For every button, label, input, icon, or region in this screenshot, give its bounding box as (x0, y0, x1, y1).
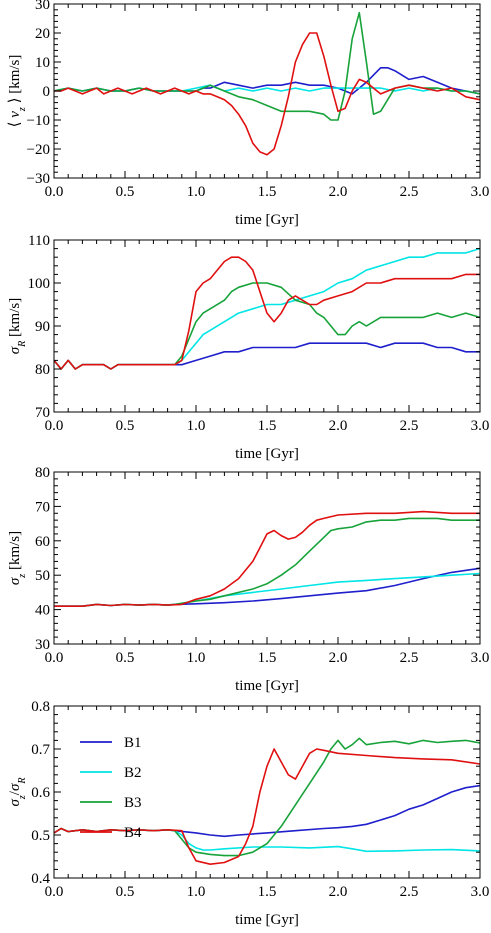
plot-frame (53, 705, 481, 879)
y-axis-label: σz [km/s] (7, 531, 28, 585)
y-tick-label: 60 (35, 534, 50, 550)
series-line-b2 (54, 572, 480, 608)
y-tick-label: 100 (28, 276, 51, 292)
x-tick-label: 1.5 (258, 418, 277, 434)
y-tick-label: 70 (35, 405, 50, 421)
y-tick-label: 40 (35, 603, 50, 619)
y-tick-label: 90 (35, 319, 50, 335)
chart-panel-4: 0.0 0.5 1.0 1.5 2.0 2.5 3.0 0.4 0.5 0.6 0.7 0.8 time… (7, 699, 489, 928)
y-tick-label: 110 (28, 233, 50, 249)
y-tick-label: 30 (35, 0, 50, 13)
x-tick-label: 2.5 (400, 650, 419, 666)
series-line-b4 (54, 32, 480, 156)
x-tick-label: 2.0 (329, 650, 348, 666)
plot-frame (53, 239, 481, 413)
y-tick-label: 0.8 (31, 699, 50, 715)
y-tick-label: 0.4 (31, 871, 50, 887)
y-tick-label: 10 (35, 55, 50, 71)
x-tick-label: 1.5 (258, 884, 277, 900)
x-tick-label: 2.0 (329, 418, 348, 434)
series-line-b3 (54, 737, 480, 857)
y-axis-label: σR [km/s] (7, 298, 28, 354)
y-axis-label: ⟨ vz ⟩ [km/s] (7, 55, 28, 128)
x-tick-label: 0.5 (116, 650, 135, 666)
x-tick-label: 0.0 (45, 650, 64, 666)
legend-label-b4: B4 (124, 825, 142, 841)
series-line-b1 (54, 567, 480, 608)
y-tick-label: 80 (35, 362, 50, 378)
x-tick-label: 1.0 (187, 650, 206, 666)
series-line-b4 (54, 748, 480, 866)
x-tick-label: 0.5 (116, 884, 135, 900)
y-tick-label: −10 (27, 113, 50, 129)
chart-panel-1: 0.0 0.5 1.0 1.5 2.0 2.5 3.0 −30 −20 −10 0 10 20 30 tim… (7, 0, 489, 228)
x-axis-label: time [Gyr] (235, 912, 299, 928)
y-tick-label: 70 (35, 499, 50, 515)
series-line-b4 (54, 256, 480, 370)
legend: B1 B2 B3 B4 (80, 735, 142, 841)
x-tick-label: 3.0 (471, 650, 490, 666)
x-tick-label: 0.0 (45, 184, 64, 200)
y-tick-label: 30 (35, 637, 50, 653)
x-tick-label: 2.5 (400, 418, 419, 434)
x-tick-label: 0.0 (45, 884, 64, 900)
x-tick-label: 0.0 (45, 418, 64, 434)
y-tick-label: −20 (27, 142, 50, 158)
x-tick-label: 1.5 (258, 650, 277, 666)
legend-label-b1: B1 (124, 735, 142, 751)
chart-panel-2: 0.0 0.5 1.0 1.5 2.0 2.5 3.0 70 80 90 100 110 time [G… (7, 233, 489, 462)
y-tick-label: 80 (35, 465, 50, 481)
series-group (54, 737, 480, 866)
x-axis-label: time [Gyr] (235, 678, 299, 694)
x-tick-label: 1.0 (187, 418, 206, 434)
y-tick-label: 20 (35, 26, 50, 42)
x-tick-label: 2.0 (329, 184, 348, 200)
legend-label-b2: B2 (124, 765, 142, 781)
series-line-b3 (54, 11, 480, 121)
y-tick-label: −30 (27, 171, 50, 187)
x-tick-label: 3.0 (471, 184, 490, 200)
x-tick-label: 1.5 (258, 184, 277, 200)
y-tick-label: 0.7 (31, 742, 50, 758)
series-line-b3 (54, 282, 480, 370)
y-axis-label: σz/σR (7, 778, 28, 807)
series-group (54, 510, 480, 608)
x-tick-label: 0.5 (116, 418, 135, 434)
x-tick-label: 1.0 (187, 184, 206, 200)
y-tick-label: 50 (35, 568, 50, 584)
y-tick-label: 0 (43, 84, 51, 100)
series-group (54, 247, 480, 370)
chart-panel-3: 0.0 0.5 1.0 1.5 2.0 2.5 3.0 30 40 50 60 70 80 time [G… (7, 465, 489, 694)
legend-label-b3: B3 (124, 795, 142, 811)
x-tick-label: 2.5 (400, 184, 419, 200)
series-line-b2 (54, 827, 480, 853)
x-tick-label: 3.0 (471, 884, 490, 900)
series-line-b3 (54, 517, 480, 608)
y-tick-label: 0.5 (31, 828, 50, 844)
x-axis-label: time [Gyr] (235, 212, 299, 228)
y-tick-label: 0.6 (31, 785, 50, 801)
series-group (54, 11, 480, 156)
series-line-b4 (54, 510, 480, 608)
x-tick-label: 3.0 (471, 418, 490, 434)
series-line-b1 (54, 784, 480, 838)
x-tick-label: 1.0 (187, 884, 206, 900)
x-axis-label: time [Gyr] (235, 446, 299, 462)
series-line-b2 (54, 247, 480, 370)
x-tick-label: 2.0 (329, 884, 348, 900)
x-tick-label: 2.5 (400, 884, 419, 900)
x-tick-label: 0.5 (116, 184, 135, 200)
plot-frame (53, 471, 481, 645)
